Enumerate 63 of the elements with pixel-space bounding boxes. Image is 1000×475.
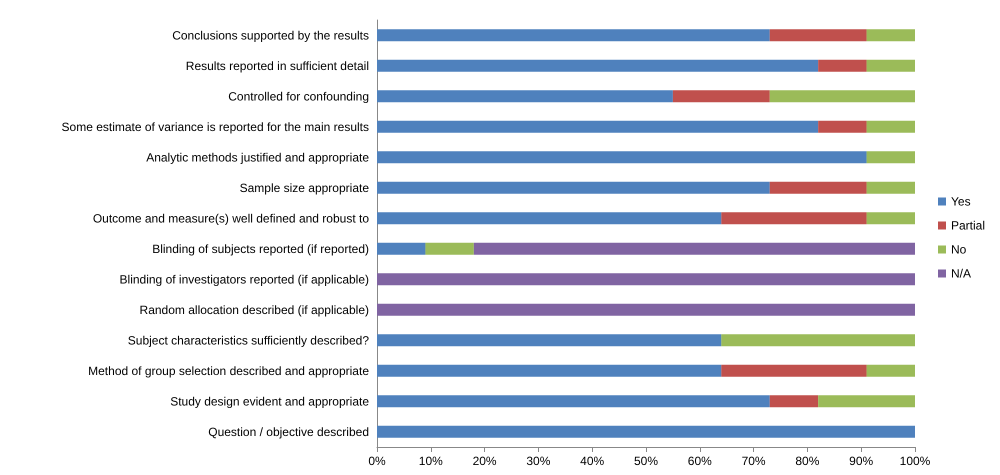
x-tick-label: 20% [472,454,497,468]
bar [474,242,915,255]
y-tick-label: Question / objective described [208,424,369,439]
x-tick-label: 40% [580,454,605,468]
bar [377,273,915,286]
bar [818,120,867,133]
bar [818,60,867,72]
bar [377,426,915,438]
bar [377,395,770,408]
bar [672,90,770,102]
y-tick-label: Analytic methods justified and appropriate [146,150,370,164]
x-tick-label: 100% [900,454,931,468]
bar [377,120,818,133]
x-tick-label: 80% [795,454,820,468]
bar [721,364,867,377]
y-tick-label: Subject characteristics sufficiently described? [128,333,370,348]
bar [377,60,818,72]
bar [377,212,722,224]
bar [377,242,426,255]
y-tick-label: Sample size appropriate [240,180,370,195]
bar [866,120,915,133]
legend-label: Partial [950,218,985,232]
y-tick-label: Random allocation described (if applicable) [140,302,369,317]
bar [770,29,867,42]
bar [377,334,722,346]
legend-label: Yes [950,194,971,208]
y-tick-label: Conclusions supported by the results [172,28,369,42]
x-tick-label: 70% [742,454,766,468]
y-tick-label: Blinding of investigators reported (if applicable) [120,272,370,286]
bar [770,182,867,194]
bar [866,364,915,377]
bar [866,182,915,194]
y-tick-label: Blinding of subjects reported (if reported) [152,242,369,256]
bar [377,29,770,42]
y-tick-label: Method of group selection described and appropriate [88,364,370,378]
legend-label: N/A [950,266,971,280]
bar [721,334,915,346]
legend-label: No [950,242,967,256]
x-tick-label: 50% [634,454,658,468]
bar [818,395,915,408]
x-tick-label: 60% [688,454,712,468]
bar [425,242,474,255]
bar [866,60,915,72]
bar [770,90,915,102]
y-tick-label: Some estimate of variance is reported for the main results [62,120,369,134]
bar [770,395,818,408]
x-tick-label: 10% [418,454,444,468]
x-tick-label: 0% [368,454,386,468]
bar [377,304,915,316]
bar [866,29,915,42]
bar [866,212,915,224]
bar [377,90,673,102]
x-tick-label: 30% [526,454,551,468]
x-tick-label: 90% [849,454,874,468]
y-tick-label: Controlled for confounding [228,89,369,104]
bar [866,151,915,164]
bar [721,212,867,224]
bar [377,151,867,164]
y-tick-label: Results reported in sufficient detail [186,58,369,73]
y-tick-label: Study design evident and appropriate [170,394,370,408]
bar [377,182,770,194]
bar [377,364,722,377]
y-tick-label: Outcome and measure(s) well defined and robust to [92,211,370,226]
